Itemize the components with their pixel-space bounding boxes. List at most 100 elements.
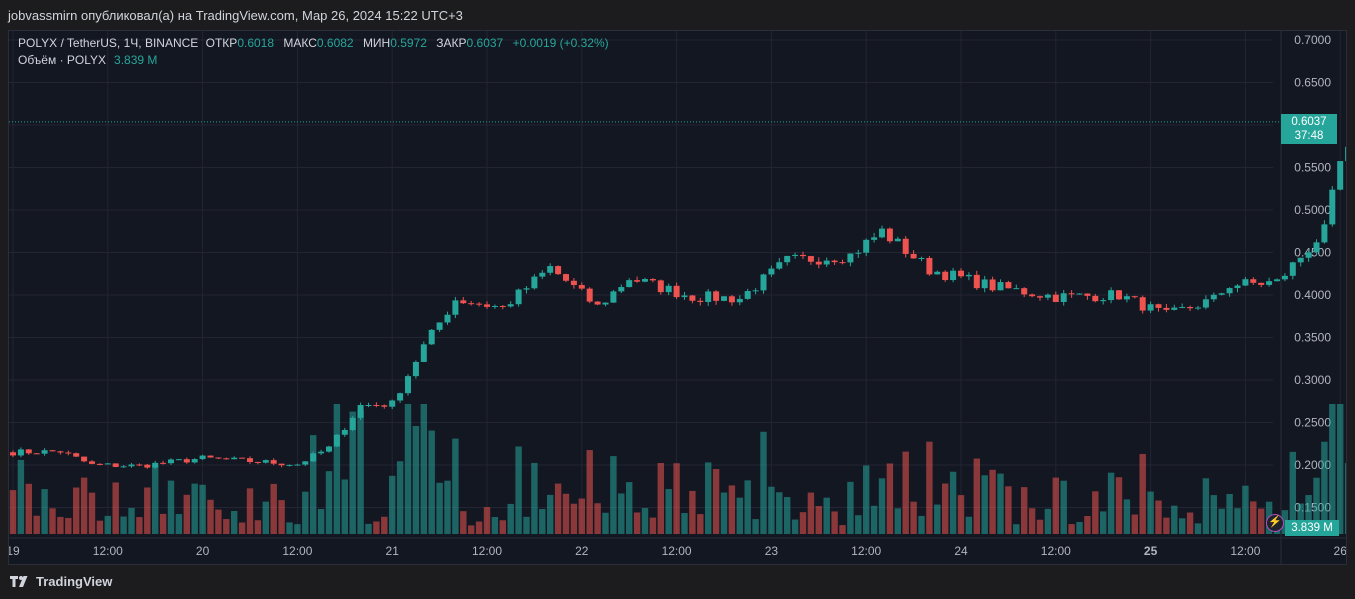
volume-bar — [1115, 477, 1123, 534]
volume-bar — [1052, 477, 1059, 534]
open-label: ОТКР — [205, 36, 238, 50]
volume-bar — [9, 490, 17, 534]
volume-bar — [997, 473, 1004, 534]
candle-body — [918, 257, 925, 259]
candle-body — [1163, 307, 1170, 310]
candle-body — [1108, 290, 1115, 301]
high-value: 0.6082 — [316, 36, 354, 50]
volume-bar — [96, 520, 104, 534]
volume-bar — [815, 506, 822, 534]
volume-bar — [697, 514, 704, 534]
volume-bar — [1036, 519, 1044, 534]
volume-bar — [128, 507, 135, 534]
volume-bar — [1186, 512, 1194, 534]
volume-bar — [310, 435, 317, 534]
volume-bar — [104, 515, 111, 534]
candle-body — [776, 262, 783, 269]
volume-bar — [965, 516, 973, 534]
volume-bar — [665, 489, 672, 534]
candle-body — [602, 302, 609, 305]
high-label: МАКС — [283, 36, 317, 50]
candle-body — [286, 464, 293, 466]
price-tick-label: 0.7000 — [1294, 33, 1331, 47]
volume-bar — [981, 475, 988, 534]
price-chart[interactable]: 0.70000.65000.60000.55000.50000.45000.40… — [9, 31, 1346, 564]
time-axis-label: 24 — [954, 544, 968, 558]
candle-body — [1321, 224, 1328, 243]
footer-brand[interactable]: TradingView — [10, 574, 112, 589]
volume-legend: Объём · POLYX 3.839 M — [18, 53, 163, 67]
candle-body — [168, 459, 174, 464]
price-tick-label: 0.5500 — [1294, 161, 1331, 175]
candle-body — [302, 461, 309, 465]
volume-bar — [120, 516, 127, 534]
volume-bar — [831, 511, 838, 534]
volume-bar — [88, 492, 96, 534]
candle-body — [1242, 279, 1249, 286]
candle-body — [823, 260, 830, 265]
candle-body — [815, 261, 822, 265]
candle-body — [381, 405, 388, 407]
price-tick-label: 0.4500 — [1294, 246, 1331, 260]
candle-body — [1037, 296, 1043, 298]
candle-body — [547, 266, 554, 273]
open-value: 0.6018 — [237, 36, 275, 50]
candle-body — [1021, 288, 1028, 295]
volume-bar — [1234, 508, 1241, 534]
volume-bar — [57, 516, 64, 534]
candle-body — [997, 282, 1004, 291]
candle-body — [1297, 257, 1304, 263]
candle-body — [981, 279, 988, 289]
volume-bar — [238, 522, 246, 534]
volume-bar — [507, 503, 514, 534]
candle-body — [673, 285, 680, 298]
candle-body — [1092, 295, 1099, 302]
candle-body — [1116, 290, 1122, 300]
candle-body — [649, 279, 656, 281]
volume-bar — [1163, 517, 1170, 534]
volume-bar — [1313, 477, 1320, 534]
candle-body — [112, 463, 119, 467]
candle-body — [879, 228, 885, 238]
close-value: 0.6037 — [466, 36, 504, 50]
symbol-label[interactable]: POLYX / TetherUS, 1Ч, BINANCE — [18, 36, 199, 50]
candle-body — [1305, 252, 1312, 258]
volume-bar — [357, 410, 364, 534]
volume-bar — [262, 501, 269, 534]
volume-bar — [1210, 495, 1217, 534]
candle-body — [855, 252, 862, 254]
volume-bar — [531, 462, 538, 534]
candle-body — [847, 253, 854, 263]
candle-body — [539, 272, 546, 277]
volume-bar — [847, 481, 854, 534]
volume-bar — [855, 515, 862, 534]
candle-body — [555, 266, 562, 275]
volume-bar — [878, 478, 886, 534]
lightning-icon[interactable]: ⚡ — [1266, 514, 1284, 532]
candle-body — [1147, 304, 1154, 311]
volume-bar — [602, 512, 609, 534]
volume-bar — [705, 462, 712, 534]
volume-bar — [246, 488, 254, 534]
volume-bar — [1107, 472, 1115, 534]
volume-bar — [570, 503, 578, 534]
volume-bar — [444, 480, 451, 534]
candle-body — [886, 228, 893, 242]
candle-body — [531, 276, 538, 289]
volume-bar — [286, 522, 293, 534]
volume-label[interactable]: Объём · POLYX — [18, 53, 107, 67]
chart-frame[interactable]: 0.70000.65000.60000.55000.50000.45000.40… — [8, 30, 1347, 565]
candle-body — [65, 452, 72, 454]
candle-body — [1187, 307, 1194, 309]
tradingview-logo-icon — [10, 575, 28, 587]
volume-bar — [1305, 495, 1312, 534]
volume-bar — [926, 441, 933, 534]
volume-bar — [302, 491, 309, 534]
candle-body — [744, 291, 751, 299]
candle-body — [807, 256, 814, 262]
volume-bar — [144, 487, 151, 534]
candle-body — [697, 300, 704, 302]
volume-bar — [823, 497, 830, 534]
volume-bar — [65, 517, 72, 534]
candle-body — [1289, 262, 1296, 276]
